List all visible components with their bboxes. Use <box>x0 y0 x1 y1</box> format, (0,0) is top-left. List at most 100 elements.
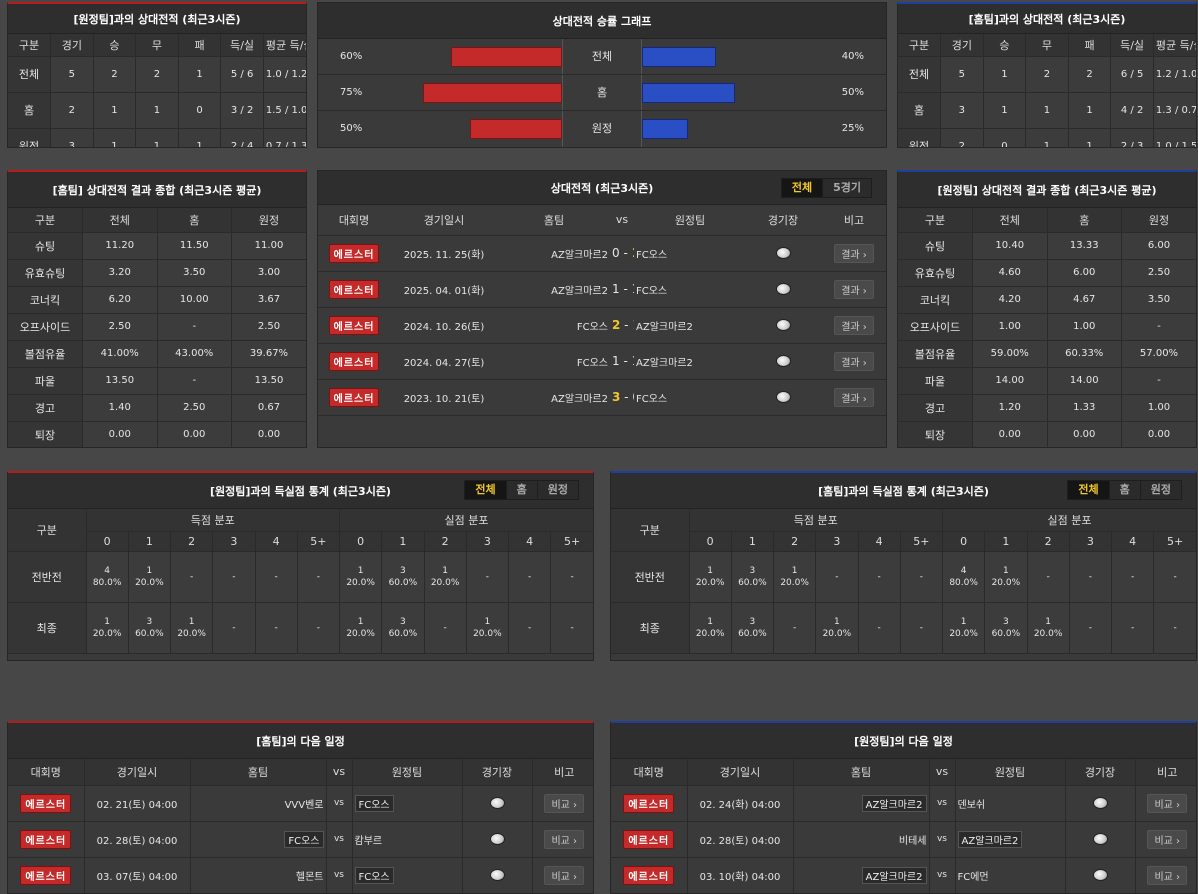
compare-button-label: 비교 <box>1154 799 1173 811</box>
goals-home-header: [홈팀]과의 득실점 통계 (최근3시즌) 전체 홈 원정 <box>611 473 1196 509</box>
league-cell: 에르스터 <box>8 821 85 858</box>
result-button[interactable]: 결과 › <box>834 351 874 371</box>
distribution-cell: - <box>170 551 214 603</box>
count: - <box>232 571 236 582</box>
table-row: 퇴장 0.00 0.00 0.00 <box>8 421 306 447</box>
score-separator: - <box>619 246 632 260</box>
row-label: 퇴장 <box>898 421 973 447</box>
soccer-ball-icon[interactable] <box>489 869 505 881</box>
result-button[interactable]: 결과 › <box>834 279 874 299</box>
soccer-ball-icon[interactable] <box>489 833 505 845</box>
number-header-row: 0 1 2 3 4 5+ 0 1 2 3 4 5+ <box>8 531 593 552</box>
tab-원정[interactable]: 원정 <box>1139 481 1181 499</box>
tab-5경기[interactable]: 5경기 <box>822 179 871 197</box>
compare-button[interactable]: 비교 › <box>544 829 585 849</box>
league-badge[interactable]: 에르스터 <box>20 793 72 813</box>
tab-홈[interactable]: 홈 <box>505 481 537 499</box>
league-badge[interactable]: 에르스터 <box>328 351 380 371</box>
cell-value: 1.0 / 1.5 <box>1153 128 1196 147</box>
soccer-ball-icon[interactable] <box>1092 833 1108 845</box>
table-row: 유효슈팅 3.20 3.50 3.00 <box>8 259 306 287</box>
date-cell: 2024. 10. 26(토) <box>390 307 498 344</box>
away-team: FC오스 <box>354 866 394 884</box>
count: - <box>1173 571 1177 582</box>
result-button[interactable]: 결과 › <box>834 387 874 407</box>
column-header: 무 <box>135 34 179 57</box>
soccer-ball-icon[interactable] <box>775 283 791 295</box>
cell-value: 2.50 <box>1121 259 1196 287</box>
cell-value: 3.50 <box>1121 286 1196 314</box>
league-badge[interactable]: 에르스터 <box>328 387 380 407</box>
count: - <box>570 571 574 582</box>
compare-button[interactable]: 비교 › <box>544 793 585 813</box>
league-badge[interactable]: 에르스터 <box>20 829 72 849</box>
tab-전체[interactable]: 전체 <box>465 481 506 499</box>
column-header: 득/실 <box>1110 34 1154 57</box>
soccer-ball-icon[interactable] <box>775 355 791 367</box>
tab-원정[interactable]: 원정 <box>536 481 578 499</box>
column-header: 원정팀 <box>634 205 746 236</box>
league-badge[interactable]: 에르스터 <box>328 279 380 299</box>
cell-value: 5 / 6 <box>220 56 264 93</box>
distribution-cell: 1 20.0% <box>815 602 859 654</box>
column-header: 득/실 <box>220 34 264 57</box>
soccer-ball-icon[interactable] <box>489 797 505 809</box>
league-badge[interactable]: 에르스터 <box>623 865 675 885</box>
note-cell: 비교 › <box>532 821 593 858</box>
goal-count-header: 3 <box>815 531 859 552</box>
cell-value: 13.50 <box>82 367 158 395</box>
compare-button[interactable]: 비교 › <box>1147 865 1188 885</box>
percent: 20.0% <box>780 577 809 588</box>
left-bar <box>469 119 562 139</box>
cell-value: 59.00% <box>972 340 1048 368</box>
cell-value: 14.00 <box>1047 367 1122 395</box>
distribution-cell: 1 20.0% <box>170 602 214 654</box>
count: - <box>316 622 320 633</box>
row-label: 원정 <box>8 128 52 147</box>
compare-button-label: 비교 <box>1154 871 1173 883</box>
compare-button[interactable]: 비교 › <box>544 865 585 885</box>
compare-button-label: 비교 <box>551 835 570 847</box>
league-badge[interactable]: 에르스터 <box>623 829 675 849</box>
row-label: 슈팅 <box>898 232 973 260</box>
count: 3 <box>400 616 406 627</box>
tab-홈[interactable]: 홈 <box>1108 481 1140 499</box>
distribution-cell: 3 60.0% <box>731 602 775 654</box>
league-badge[interactable]: 에르스터 <box>20 865 72 885</box>
right-percent: 50% <box>841 87 864 98</box>
cell-value: 0.00 <box>972 421 1048 447</box>
soccer-ball-icon[interactable] <box>1092 869 1108 881</box>
compare-button[interactable]: 비교 › <box>1147 793 1188 813</box>
result-button[interactable]: 결과 › <box>834 315 874 335</box>
soccer-ball-icon[interactable] <box>775 391 791 403</box>
soccer-ball-icon[interactable] <box>1092 797 1108 809</box>
table-row: 퇴장 0.00 0.00 0.00 <box>898 421 1196 447</box>
column-header: 경기장 <box>1065 759 1136 786</box>
tab-전체[interactable]: 전체 <box>781 179 823 197</box>
home-team: FC오스 <box>498 343 610 380</box>
home-team-cell: AZ알크마르2 <box>793 785 930 822</box>
percent: 60.0% <box>991 628 1021 639</box>
count: 3 <box>1003 616 1009 627</box>
cell-value: 3.67 <box>231 286 306 314</box>
compare-button[interactable]: 비교 › <box>1147 829 1188 849</box>
tab-전체[interactable]: 전체 <box>1068 481 1109 499</box>
column-header: 비고 <box>820 205 886 236</box>
league-badge[interactable]: 에르스터 <box>328 243 380 263</box>
note-cell: 결과 › <box>820 343 886 380</box>
distribution-cell: - <box>1111 551 1155 603</box>
vs-label: vs <box>929 821 956 858</box>
soccer-ball-icon[interactable] <box>775 247 791 259</box>
league-badge[interactable]: 에르스터 <box>328 315 380 335</box>
cell-value: 1 <box>135 128 179 147</box>
date-cell: 2024. 04. 27(토) <box>390 343 498 380</box>
stadium-cell <box>746 271 820 308</box>
result-button[interactable]: 결과 › <box>834 243 874 263</box>
column-header: 대회명 <box>8 759 85 786</box>
soccer-ball-icon[interactable] <box>775 319 791 331</box>
stadium-cell <box>1065 857 1136 893</box>
column-header: 구분 <box>898 208 973 233</box>
goals-home-table: 구분 득점 분포 실점 분포 0 1 2 3 4 5+ 0 1 2 3 4 5+ 전반전 1 20.0% 3 60.0… <box>611 509 1196 654</box>
league-badge[interactable]: 에르스터 <box>623 793 675 813</box>
